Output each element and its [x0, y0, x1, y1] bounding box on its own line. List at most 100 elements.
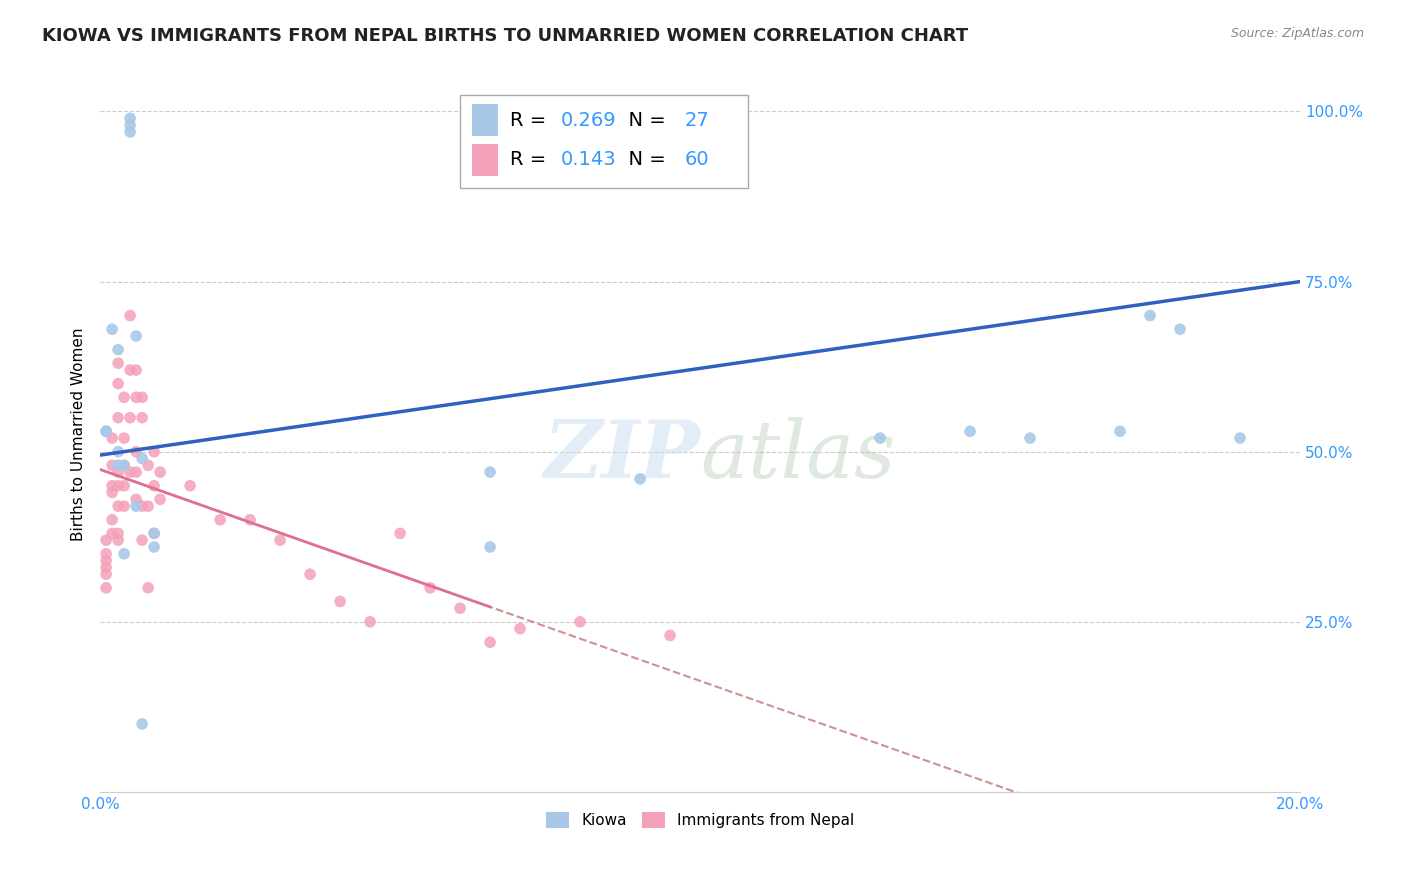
Point: [107, 376, 129, 391]
Point: [94, 581, 117, 595]
Point: [143, 479, 166, 493]
Point: [112, 479, 135, 493]
Point: [359, 615, 381, 629]
Point: [120, 309, 142, 323]
Point: [107, 499, 129, 513]
Legend: Kiowa, Immigrants from Nepal: Kiowa, Immigrants from Nepal: [540, 806, 860, 834]
Point: [107, 458, 129, 473]
Point: [112, 458, 135, 473]
Point: [869, 431, 891, 445]
Point: [131, 410, 153, 425]
Point: [101, 322, 124, 336]
Point: [125, 390, 148, 404]
Point: [149, 492, 172, 507]
Y-axis label: Births to Unmarried Women: Births to Unmarried Women: [72, 328, 86, 541]
Point: [94, 560, 117, 574]
Point: [131, 451, 153, 466]
Text: ZIP: ZIP: [543, 417, 700, 495]
Text: 0.269: 0.269: [561, 111, 616, 130]
Point: [209, 513, 232, 527]
Point: [299, 567, 322, 582]
Point: [125, 444, 148, 458]
Text: 60: 60: [685, 150, 709, 169]
Point: [101, 485, 124, 500]
Point: [659, 628, 682, 642]
Point: [120, 465, 142, 479]
Point: [107, 533, 129, 548]
Text: N =: N =: [616, 111, 672, 130]
Point: [179, 479, 201, 493]
Point: [959, 425, 981, 439]
Point: [120, 112, 142, 126]
Point: [101, 431, 124, 445]
Text: Source: ZipAtlas.com: Source: ZipAtlas.com: [1230, 27, 1364, 40]
Point: [125, 499, 148, 513]
Point: [112, 431, 135, 445]
Point: [239, 513, 262, 527]
Point: [125, 363, 148, 377]
Text: N =: N =: [616, 150, 672, 169]
Point: [120, 118, 142, 132]
Point: [329, 594, 352, 608]
FancyBboxPatch shape: [460, 95, 748, 188]
Point: [94, 553, 117, 567]
Point: [269, 533, 291, 548]
Text: 27: 27: [685, 111, 709, 130]
Point: [479, 540, 502, 554]
Text: R =: R =: [510, 111, 553, 130]
Point: [143, 444, 166, 458]
Point: [479, 465, 502, 479]
Point: [107, 343, 129, 357]
Point: [101, 513, 124, 527]
Point: [125, 492, 148, 507]
Point: [1229, 431, 1251, 445]
Point: [112, 458, 135, 473]
Point: [107, 444, 129, 458]
Point: [143, 526, 166, 541]
Point: [131, 390, 153, 404]
Point: [120, 410, 142, 425]
Point: [449, 601, 471, 615]
Point: [112, 547, 135, 561]
Point: [94, 547, 117, 561]
Text: atlas: atlas: [700, 417, 896, 495]
Point: [1168, 322, 1191, 336]
Text: 0.143: 0.143: [561, 150, 616, 169]
Point: [94, 533, 117, 548]
Point: [101, 526, 124, 541]
Point: [94, 425, 117, 439]
Point: [125, 465, 148, 479]
Point: [149, 465, 172, 479]
Point: [94, 567, 117, 582]
Point: [1139, 309, 1161, 323]
Point: [628, 472, 651, 486]
Point: [112, 499, 135, 513]
Text: R =: R =: [510, 150, 553, 169]
Point: [131, 717, 153, 731]
Point: [419, 581, 441, 595]
Text: KIOWA VS IMMIGRANTS FROM NEPAL BIRTHS TO UNMARRIED WOMEN CORRELATION CHART: KIOWA VS IMMIGRANTS FROM NEPAL BIRTHS TO…: [42, 27, 969, 45]
Point: [125, 329, 148, 343]
Point: [101, 479, 124, 493]
Point: [107, 465, 129, 479]
Point: [120, 125, 142, 139]
Point: [136, 499, 159, 513]
Point: [143, 540, 166, 554]
Point: [479, 635, 502, 649]
Point: [131, 533, 153, 548]
FancyBboxPatch shape: [472, 104, 499, 136]
Point: [107, 356, 129, 370]
Point: [136, 581, 159, 595]
Point: [112, 390, 135, 404]
Point: [509, 622, 531, 636]
Point: [101, 458, 124, 473]
FancyBboxPatch shape: [472, 144, 499, 176]
Point: [136, 458, 159, 473]
Point: [107, 526, 129, 541]
Point: [1109, 425, 1132, 439]
Point: [107, 410, 129, 425]
Point: [1019, 431, 1042, 445]
Point: [131, 499, 153, 513]
Point: [143, 526, 166, 541]
Point: [569, 615, 592, 629]
